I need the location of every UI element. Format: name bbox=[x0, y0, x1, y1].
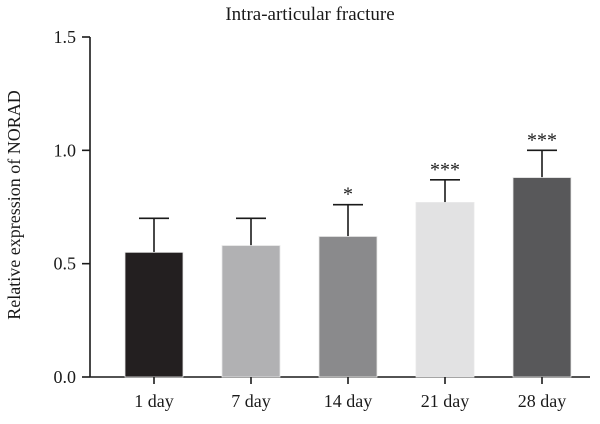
y-axis-label: Relative expression of NORAD bbox=[4, 90, 24, 319]
significance-label: *** bbox=[527, 129, 557, 151]
chart-title: Intra-articular fracture bbox=[225, 4, 394, 25]
bar bbox=[318, 236, 378, 378]
bar bbox=[221, 245, 281, 378]
y-tick-label: 1.0 bbox=[54, 140, 77, 160]
y-tick-label: 1.5 bbox=[54, 27, 77, 47]
x-tick-label: 21 day bbox=[421, 391, 470, 411]
y-tick-label: 0.0 bbox=[54, 367, 77, 387]
significance-label: * bbox=[343, 184, 353, 206]
bar bbox=[124, 251, 184, 378]
y-tick-label: 0.5 bbox=[54, 254, 77, 274]
x-tick-label: 14 day bbox=[324, 391, 373, 411]
bar bbox=[415, 202, 475, 378]
significance-label: *** bbox=[430, 159, 460, 181]
x-tick-label: 1 day bbox=[134, 391, 174, 411]
x-tick-label: 28 day bbox=[518, 391, 567, 411]
bars-group: 1 day 7 day 14 day * 21 day *** 28 day *** bbox=[124, 129, 572, 411]
bar bbox=[512, 177, 572, 378]
x-tick-label: 7 day bbox=[231, 391, 271, 411]
